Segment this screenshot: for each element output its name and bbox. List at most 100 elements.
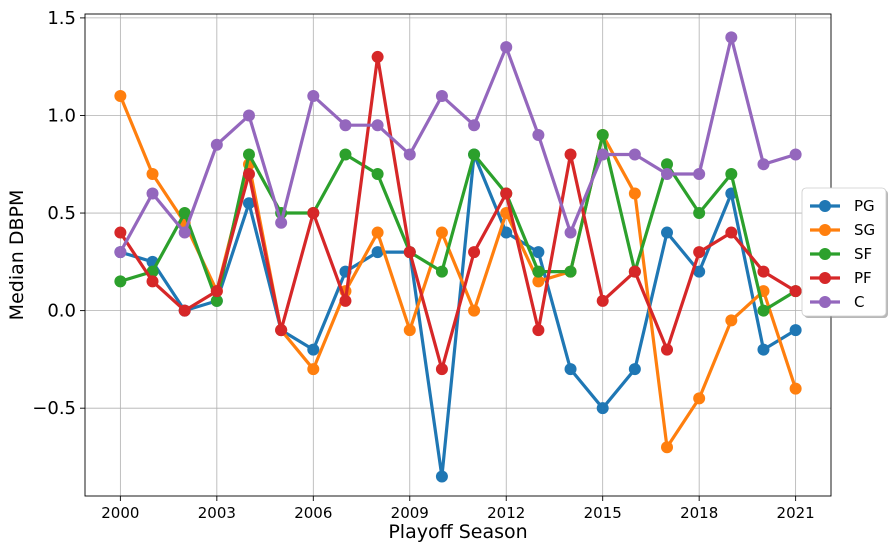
- legend-label-sg: SG: [854, 221, 875, 239]
- data-point-sf: [596, 128, 609, 141]
- data-point-sg: [307, 363, 320, 376]
- data-point-pg: [307, 343, 320, 356]
- legend-marker-c: [819, 296, 831, 308]
- data-point-pg: [596, 402, 609, 415]
- data-point-sg: [146, 168, 159, 181]
- x-tick-label: 2015: [584, 504, 622, 522]
- data-point-pf: [757, 265, 770, 278]
- data-point-c: [307, 89, 320, 102]
- data-point-sf: [210, 294, 223, 307]
- x-tick-label: 2009: [391, 504, 429, 522]
- data-point-pf: [146, 275, 159, 288]
- y-axis-ticks: −0.5 0.0 0.5 1.0 1.5: [32, 8, 85, 419]
- data-point-c: [468, 119, 481, 132]
- data-point-pg: [371, 246, 384, 259]
- legend-marker-sf: [819, 248, 831, 260]
- data-point-pf: [114, 226, 127, 239]
- data-point-sg: [532, 275, 545, 288]
- data-point-pf: [275, 324, 288, 337]
- data-point-pg: [789, 324, 802, 337]
- data-point-sf: [435, 265, 448, 278]
- x-axis-ticks: 2000 2003 2006 2009 2012 2015 2018 2021: [101, 496, 815, 522]
- x-tick-label: 2003: [198, 504, 236, 522]
- legend-label-c: C: [854, 293, 864, 311]
- data-point-sg: [114, 89, 127, 102]
- data-point-c: [371, 119, 384, 132]
- legend-marker-sg: [819, 224, 831, 236]
- data-point-pg: [757, 343, 770, 356]
- data-point-pg: [628, 363, 641, 376]
- data-point-pf: [371, 50, 384, 63]
- data-point-c: [661, 168, 674, 181]
- legend-item-sg: SG: [810, 221, 875, 239]
- data-point-c: [178, 226, 191, 239]
- data-point-pg: [564, 363, 577, 376]
- data-point-sg: [661, 441, 674, 454]
- data-point-sg: [693, 392, 706, 405]
- data-point-c: [242, 109, 255, 122]
- data-point-pg: [661, 226, 674, 239]
- y-tick-label: 0.0: [47, 301, 76, 322]
- x-axis-label: Playoff Season: [388, 521, 527, 543]
- data-point-pf: [661, 343, 674, 356]
- legend-label-pg: PG: [854, 197, 875, 215]
- data-point-sg: [435, 226, 448, 239]
- data-point-sf: [564, 265, 577, 278]
- data-point-pf: [596, 294, 609, 307]
- data-point-c: [564, 226, 577, 239]
- data-point-c: [725, 31, 738, 44]
- legend-label-pf: PF: [854, 269, 872, 287]
- data-point-sf: [468, 148, 481, 161]
- x-tick-label: 2000: [101, 504, 139, 522]
- x-tick-label: 2018: [680, 504, 718, 522]
- data-point-sf: [242, 148, 255, 161]
- data-point-pf: [789, 285, 802, 298]
- data-point-pg: [693, 265, 706, 278]
- series-lines: [114, 31, 802, 483]
- data-point-c: [789, 148, 802, 161]
- data-point-c: [210, 138, 223, 151]
- y-tick-label: 1.5: [47, 8, 76, 29]
- data-point-sf: [178, 207, 191, 220]
- data-point-pf: [178, 304, 191, 317]
- x-tick-label: 2012: [487, 504, 525, 522]
- y-tick-label: 0.5: [47, 203, 76, 224]
- data-point-pf: [500, 187, 513, 200]
- y-axis-label: Median DBPM: [6, 190, 28, 321]
- data-point-pg: [500, 226, 513, 239]
- data-point-sg: [725, 314, 738, 327]
- data-point-pf: [435, 363, 448, 376]
- data-point-sg: [789, 382, 802, 395]
- legend-item-sf: SF: [810, 245, 872, 263]
- data-point-pf: [532, 324, 545, 337]
- data-point-pf: [339, 294, 352, 307]
- data-point-pg: [532, 246, 545, 259]
- data-point-c: [596, 148, 609, 161]
- grid-lines: [85, 14, 831, 496]
- series-line-pf: [119, 55, 797, 371]
- data-point-c: [628, 148, 641, 161]
- data-point-c: [403, 148, 416, 161]
- series-c: [114, 31, 802, 259]
- data-point-sg: [371, 226, 384, 239]
- data-point-pf: [564, 148, 577, 161]
- legend-item-pf: PF: [810, 269, 872, 287]
- data-point-sf: [532, 265, 545, 278]
- y-tick-label: 1.0: [47, 105, 76, 126]
- legend-item-pg: PG: [810, 197, 875, 215]
- data-point-sg: [403, 324, 416, 337]
- data-point-pf: [242, 168, 255, 181]
- data-point-sf: [757, 304, 770, 317]
- data-point-sf: [725, 168, 738, 181]
- data-point-c: [500, 41, 513, 54]
- data-point-pf: [628, 265, 641, 278]
- legend-box: [801, 187, 887, 317]
- data-point-sg: [468, 304, 481, 317]
- legend-marker-pf: [819, 272, 831, 284]
- data-point-pf: [693, 246, 706, 259]
- data-point-sg: [628, 187, 641, 200]
- data-point-pg: [242, 197, 255, 210]
- series-line-c: [118, 35, 797, 253]
- data-point-c: [693, 168, 706, 181]
